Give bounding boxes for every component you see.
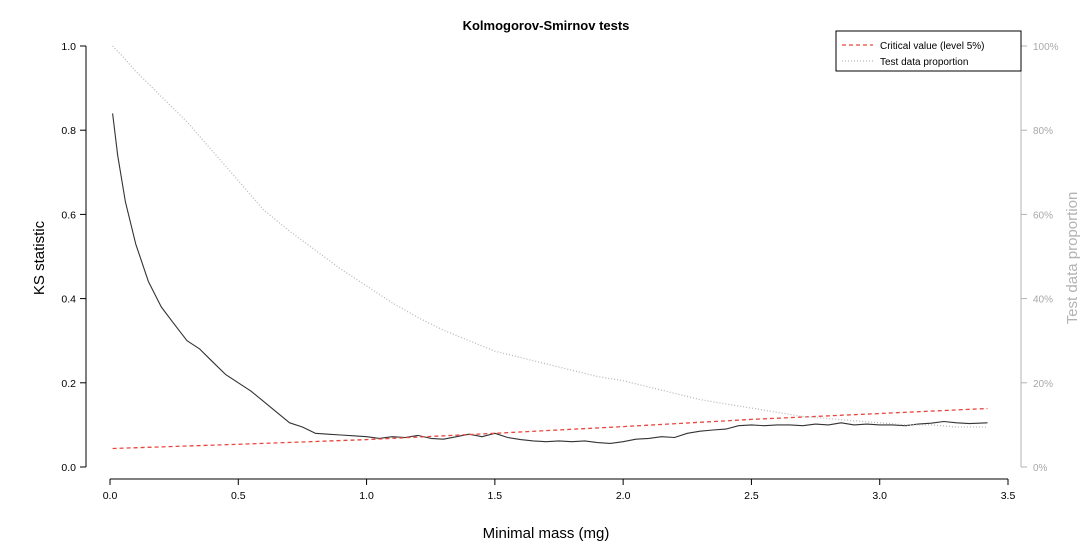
y-tick-label: 1.0 (61, 41, 76, 53)
x-tick-label: 2.0 (616, 490, 631, 502)
y2-tick-label: 100% (1033, 42, 1059, 53)
y2-tick-label: 20% (1033, 379, 1053, 390)
x-tick-label: 2.5 (744, 490, 759, 502)
x-tick-label: 1.0 (359, 490, 374, 502)
x-tick-label: 1.5 (488, 490, 503, 502)
legend-label-proportion: Test data proportion (880, 57, 968, 68)
y2-tick-label: 60% (1033, 210, 1053, 221)
legend-box (835, 30, 1022, 72)
series-line-ks (112, 113, 988, 444)
chart-title: Kolmogorov-Smirnov tests (463, 18, 630, 33)
y2-tick-label: 40% (1033, 295, 1053, 306)
y2-axis-label: Test data proportion (1064, 192, 1081, 325)
series-line-proportion (112, 45, 988, 428)
x-tick-label: 3.0 (872, 490, 887, 502)
series-layer (112, 45, 988, 450)
x-tick-label: 3.5 (1001, 490, 1016, 502)
legend: Critical value (level 5%) Test data prop… (835, 30, 1022, 72)
y-tick-label: 0.0 (61, 462, 76, 474)
series-line-critical (112, 407, 988, 450)
y-axis-label: KS statistic (31, 220, 48, 295)
y-tick-label: 0.4 (61, 294, 76, 306)
x-tick-label: 0.5 (231, 490, 246, 502)
legend-label-critical: Critical value (level 5%) (880, 41, 984, 52)
y-tick-label: 0.6 (61, 209, 76, 221)
y2-tick-label: 80% (1033, 126, 1053, 137)
axes: 0.0 0.5 1.0 1.5 2.0 2.5 3.0 3.5 0.0 0.2 0.4 0.6 0.8 1… (61, 41, 1058, 502)
y-tick-label: 0.2 (61, 378, 76, 390)
x-tick-label: 0.0 (103, 490, 118, 502)
y2-tick-label: 0% (1033, 463, 1048, 474)
y-tick-label: 0.8 (61, 125, 76, 137)
x-axis-label: Minimal mass (mg) (483, 525, 610, 542)
